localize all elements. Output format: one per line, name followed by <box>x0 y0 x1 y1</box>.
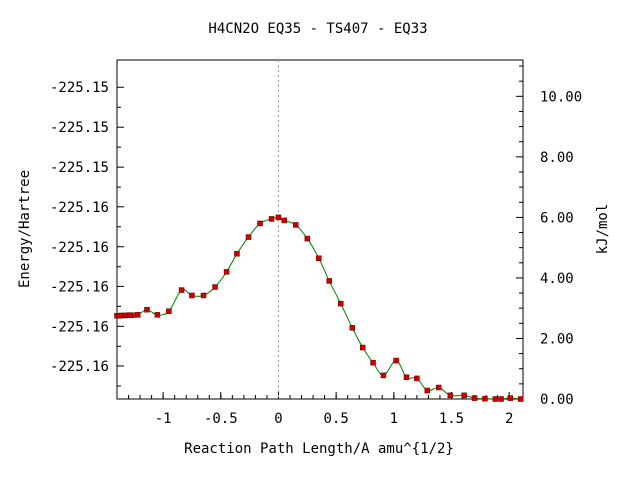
data-point <box>154 312 161 318</box>
data-point <box>461 392 467 399</box>
x-tick-label: 1.5 <box>439 411 464 427</box>
data-point <box>326 278 332 284</box>
data-point <box>144 306 150 313</box>
data-point <box>393 357 399 364</box>
y2-axis-label: kJ/mol <box>595 204 611 255</box>
left-tick-label: -225.16 <box>50 359 109 375</box>
data-point <box>403 374 410 380</box>
data-point <box>200 292 207 299</box>
data-point <box>370 359 376 366</box>
data-point <box>275 214 282 221</box>
y-axis-label: Energy/Hartree <box>17 170 33 288</box>
left-tick-label: -225.15 <box>50 120 109 136</box>
plot-frame <box>116 59 524 400</box>
x-axis: -1 -0.5 0 0.5 1 1.5 2 <box>128 392 513 427</box>
data-point <box>471 395 478 401</box>
right-tick-label: 0.00 <box>540 392 574 408</box>
data-point <box>482 395 488 402</box>
x-tick-label: -1 <box>155 411 172 427</box>
data-point <box>414 375 420 382</box>
data-point <box>293 222 299 228</box>
series-line <box>116 216 521 400</box>
data-point <box>281 217 287 224</box>
left-tick-label: -225.16 <box>50 200 109 216</box>
x-axis-label: Reaction Path Length/A amu^{1/2} <box>184 441 454 457</box>
data-point <box>380 372 387 379</box>
plot-area <box>114 214 524 402</box>
x-tick-label: 2 <box>505 411 513 427</box>
x-tick-label: 1 <box>390 411 398 427</box>
data-point <box>129 312 135 318</box>
data-point <box>268 216 275 222</box>
data-point <box>517 396 524 402</box>
data-point <box>245 234 252 240</box>
chart-title: H4CN2O EQ35 - TS407 - EQ33 <box>208 21 427 37</box>
right-tick-label: 4.00 <box>540 271 574 287</box>
data-point <box>166 308 172 314</box>
data-point <box>178 287 185 293</box>
data-point <box>424 387 431 394</box>
left-tick-label: -225.16 <box>50 319 109 335</box>
data-point <box>447 392 454 399</box>
left-tick-label: -225.15 <box>50 160 109 176</box>
data-point <box>338 300 344 307</box>
data-point <box>359 344 366 351</box>
data-point <box>212 284 218 290</box>
data-point <box>189 292 195 299</box>
data-point <box>223 269 230 275</box>
right-tick-label: 8.00 <box>540 150 574 166</box>
data-point <box>135 312 141 318</box>
left-tick-label: -225.15 <box>50 80 109 96</box>
x-tick-label: -0.5 <box>204 411 238 427</box>
x-tick-label: 0 <box>274 411 282 427</box>
right-tick-label: 10.00 <box>540 89 582 105</box>
left-tick-label: -225.16 <box>50 279 109 295</box>
data-point <box>304 235 311 242</box>
right-kjmol-axis: 0.00 2.00 4.00 6.00 8.00 10.00 <box>516 65 582 408</box>
data-point <box>507 395 514 401</box>
right-tick-label: 2.00 <box>540 331 574 347</box>
data-point <box>349 325 356 331</box>
data-point <box>316 255 322 262</box>
data-point <box>436 384 442 391</box>
data-point <box>257 220 263 227</box>
data-point <box>234 250 240 257</box>
right-tick-label: 6.00 <box>540 210 574 226</box>
left-tick-label: -225.16 <box>50 240 109 256</box>
data-point <box>492 396 499 402</box>
data-point <box>498 396 504 402</box>
left-energy-axis: -225.15 -225.15 -225.15 -225.16 -225.16 -225.… <box>50 80 124 387</box>
x-tick-label: 0.5 <box>323 411 348 427</box>
